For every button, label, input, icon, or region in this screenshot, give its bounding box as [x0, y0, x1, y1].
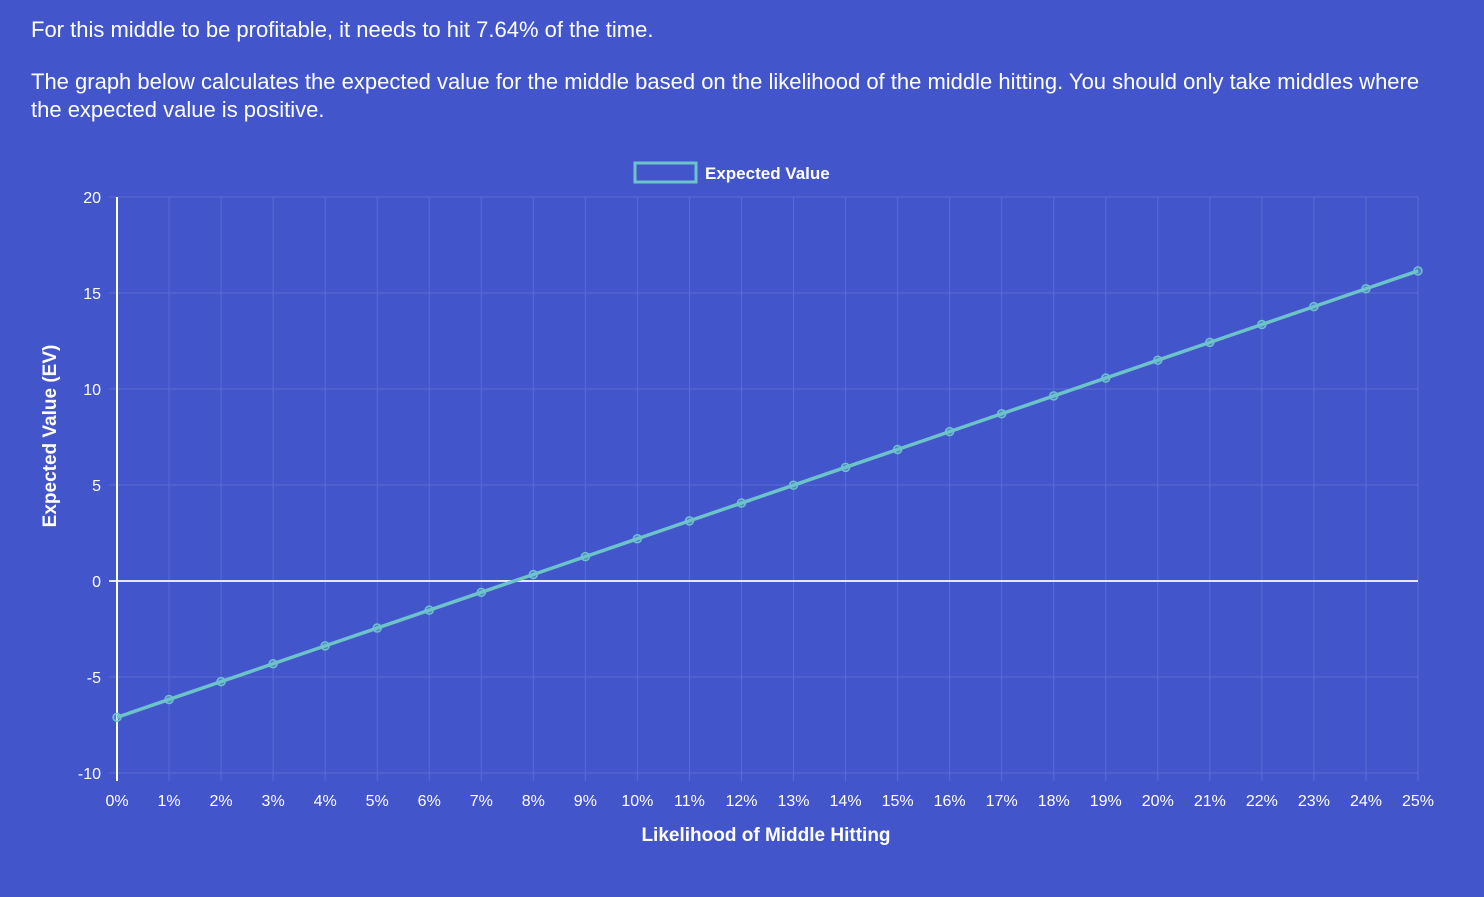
x-tick-label: 18%	[1038, 793, 1070, 810]
x-tick-label: 10%	[621, 793, 653, 810]
legend[interactable]: Expected Value	[633, 161, 830, 184]
data-point[interactable]	[1361, 284, 1371, 294]
y-axis-title: Expected Value (EV)	[40, 345, 61, 528]
x-tick-label: 13%	[778, 793, 810, 810]
x-tick-label: 1%	[157, 793, 180, 810]
data-point[interactable]	[528, 569, 539, 580]
data-point[interactable]	[632, 534, 643, 544]
data-point[interactable]	[1413, 266, 1423, 276]
data-point[interactable]	[1205, 337, 1215, 348]
legend-swatch[interactable]	[633, 161, 698, 184]
legend-label-expected-value[interactable]: Expected Value	[705, 164, 830, 183]
data-point[interactable]	[1153, 355, 1163, 365]
data-point[interactable]	[840, 462, 851, 473]
data-point[interactable]	[372, 623, 382, 633]
explanation-text: The graph below calculates the expected …	[31, 69, 1420, 122]
data-point[interactable]	[996, 409, 1007, 419]
y-tick-label: 20	[83, 190, 101, 207]
ev-chart: 20 15 10 5 0 -5 -10 0% 1% 2% 3% 4% 5% 6% 7% 8% 9% 10% 11%…	[0, 150, 1484, 892]
y-tick-label: -10	[78, 766, 101, 783]
data-point[interactable]	[320, 641, 330, 651]
x-tick-label: 24%	[1350, 793, 1382, 810]
data-point[interactable]	[424, 605, 434, 615]
data-point[interactable]	[1257, 319, 1267, 330]
y-tick-label: -5	[87, 670, 101, 687]
x-tick-label: 23%	[1298, 793, 1330, 810]
x-tick-label: 5%	[366, 793, 389, 810]
x-tick-label: 22%	[1246, 793, 1278, 810]
x-tick-label: 14%	[830, 793, 862, 810]
x-tick-label: 0%	[105, 793, 128, 810]
data-point[interactable]	[788, 480, 799, 490]
data-point[interactable]	[944, 426, 955, 437]
data-point[interactable]	[1309, 301, 1319, 312]
data-point[interactable]	[112, 712, 122, 723]
data-point[interactable]	[684, 516, 695, 526]
series-line	[116, 269, 1419, 719]
x-tick-label: 12%	[725, 793, 757, 810]
data-point[interactable]	[892, 444, 903, 455]
y-tick-label: 0	[92, 574, 101, 591]
data-point[interactable]	[268, 659, 278, 669]
x-tick-label: 6%	[418, 793, 441, 810]
x-tick-labels: 0% 1% 2% 3% 4% 5% 6% 7% 8% 9% 10% 11% 12% 13% 14% 15% 16…	[105, 793, 1434, 810]
x-tick-label: 7%	[470, 793, 493, 810]
data-point[interactable]	[1101, 373, 1111, 383]
y-tick-label: 5	[92, 478, 101, 495]
x-tick-label: 4%	[314, 793, 337, 810]
x-tick-label: 9%	[574, 793, 597, 810]
y-tick-labels: 20 15 10 5 0 -5 -10	[78, 190, 101, 783]
ev-chart-svg: 20 15 10 5 0 -5 -10 0% 1% 2% 3% 4% 5% 6% 7% 8% 9% 10% 11%…	[40, 161, 1434, 846]
x-tick-label: 17%	[986, 793, 1018, 810]
data-point[interactable]	[476, 587, 487, 598]
x-axis-title: Likelihood of Middle Hitting	[641, 825, 890, 846]
x-tick-label: 11%	[674, 793, 705, 810]
series-expected-value	[112, 266, 1423, 723]
y-tick-label: 15	[83, 286, 101, 303]
x-tick-label: 2%	[210, 793, 233, 810]
data-point[interactable]	[736, 498, 747, 508]
grid-lines	[109, 196, 1419, 781]
x-tick-label: 8%	[522, 793, 545, 810]
data-point[interactable]	[580, 551, 591, 562]
data-point[interactable]	[1048, 391, 1059, 401]
y-tick-label: 10	[83, 382, 101, 399]
data-point[interactable]	[216, 676, 226, 687]
x-tick-label: 25%	[1402, 793, 1434, 810]
x-tick-label: 16%	[934, 793, 966, 810]
data-point[interactable]	[164, 694, 174, 705]
intro-text: For this middle to be profitable, it nee…	[31, 16, 1451, 124]
profit-threshold-text: For this middle to be profitable, it nee…	[31, 17, 654, 42]
x-tick-label: 15%	[882, 793, 914, 810]
x-tick-label: 21%	[1194, 793, 1226, 810]
x-tick-label: 19%	[1090, 793, 1122, 810]
x-tick-label: 3%	[262, 793, 285, 810]
x-tick-label: 20%	[1142, 793, 1174, 810]
